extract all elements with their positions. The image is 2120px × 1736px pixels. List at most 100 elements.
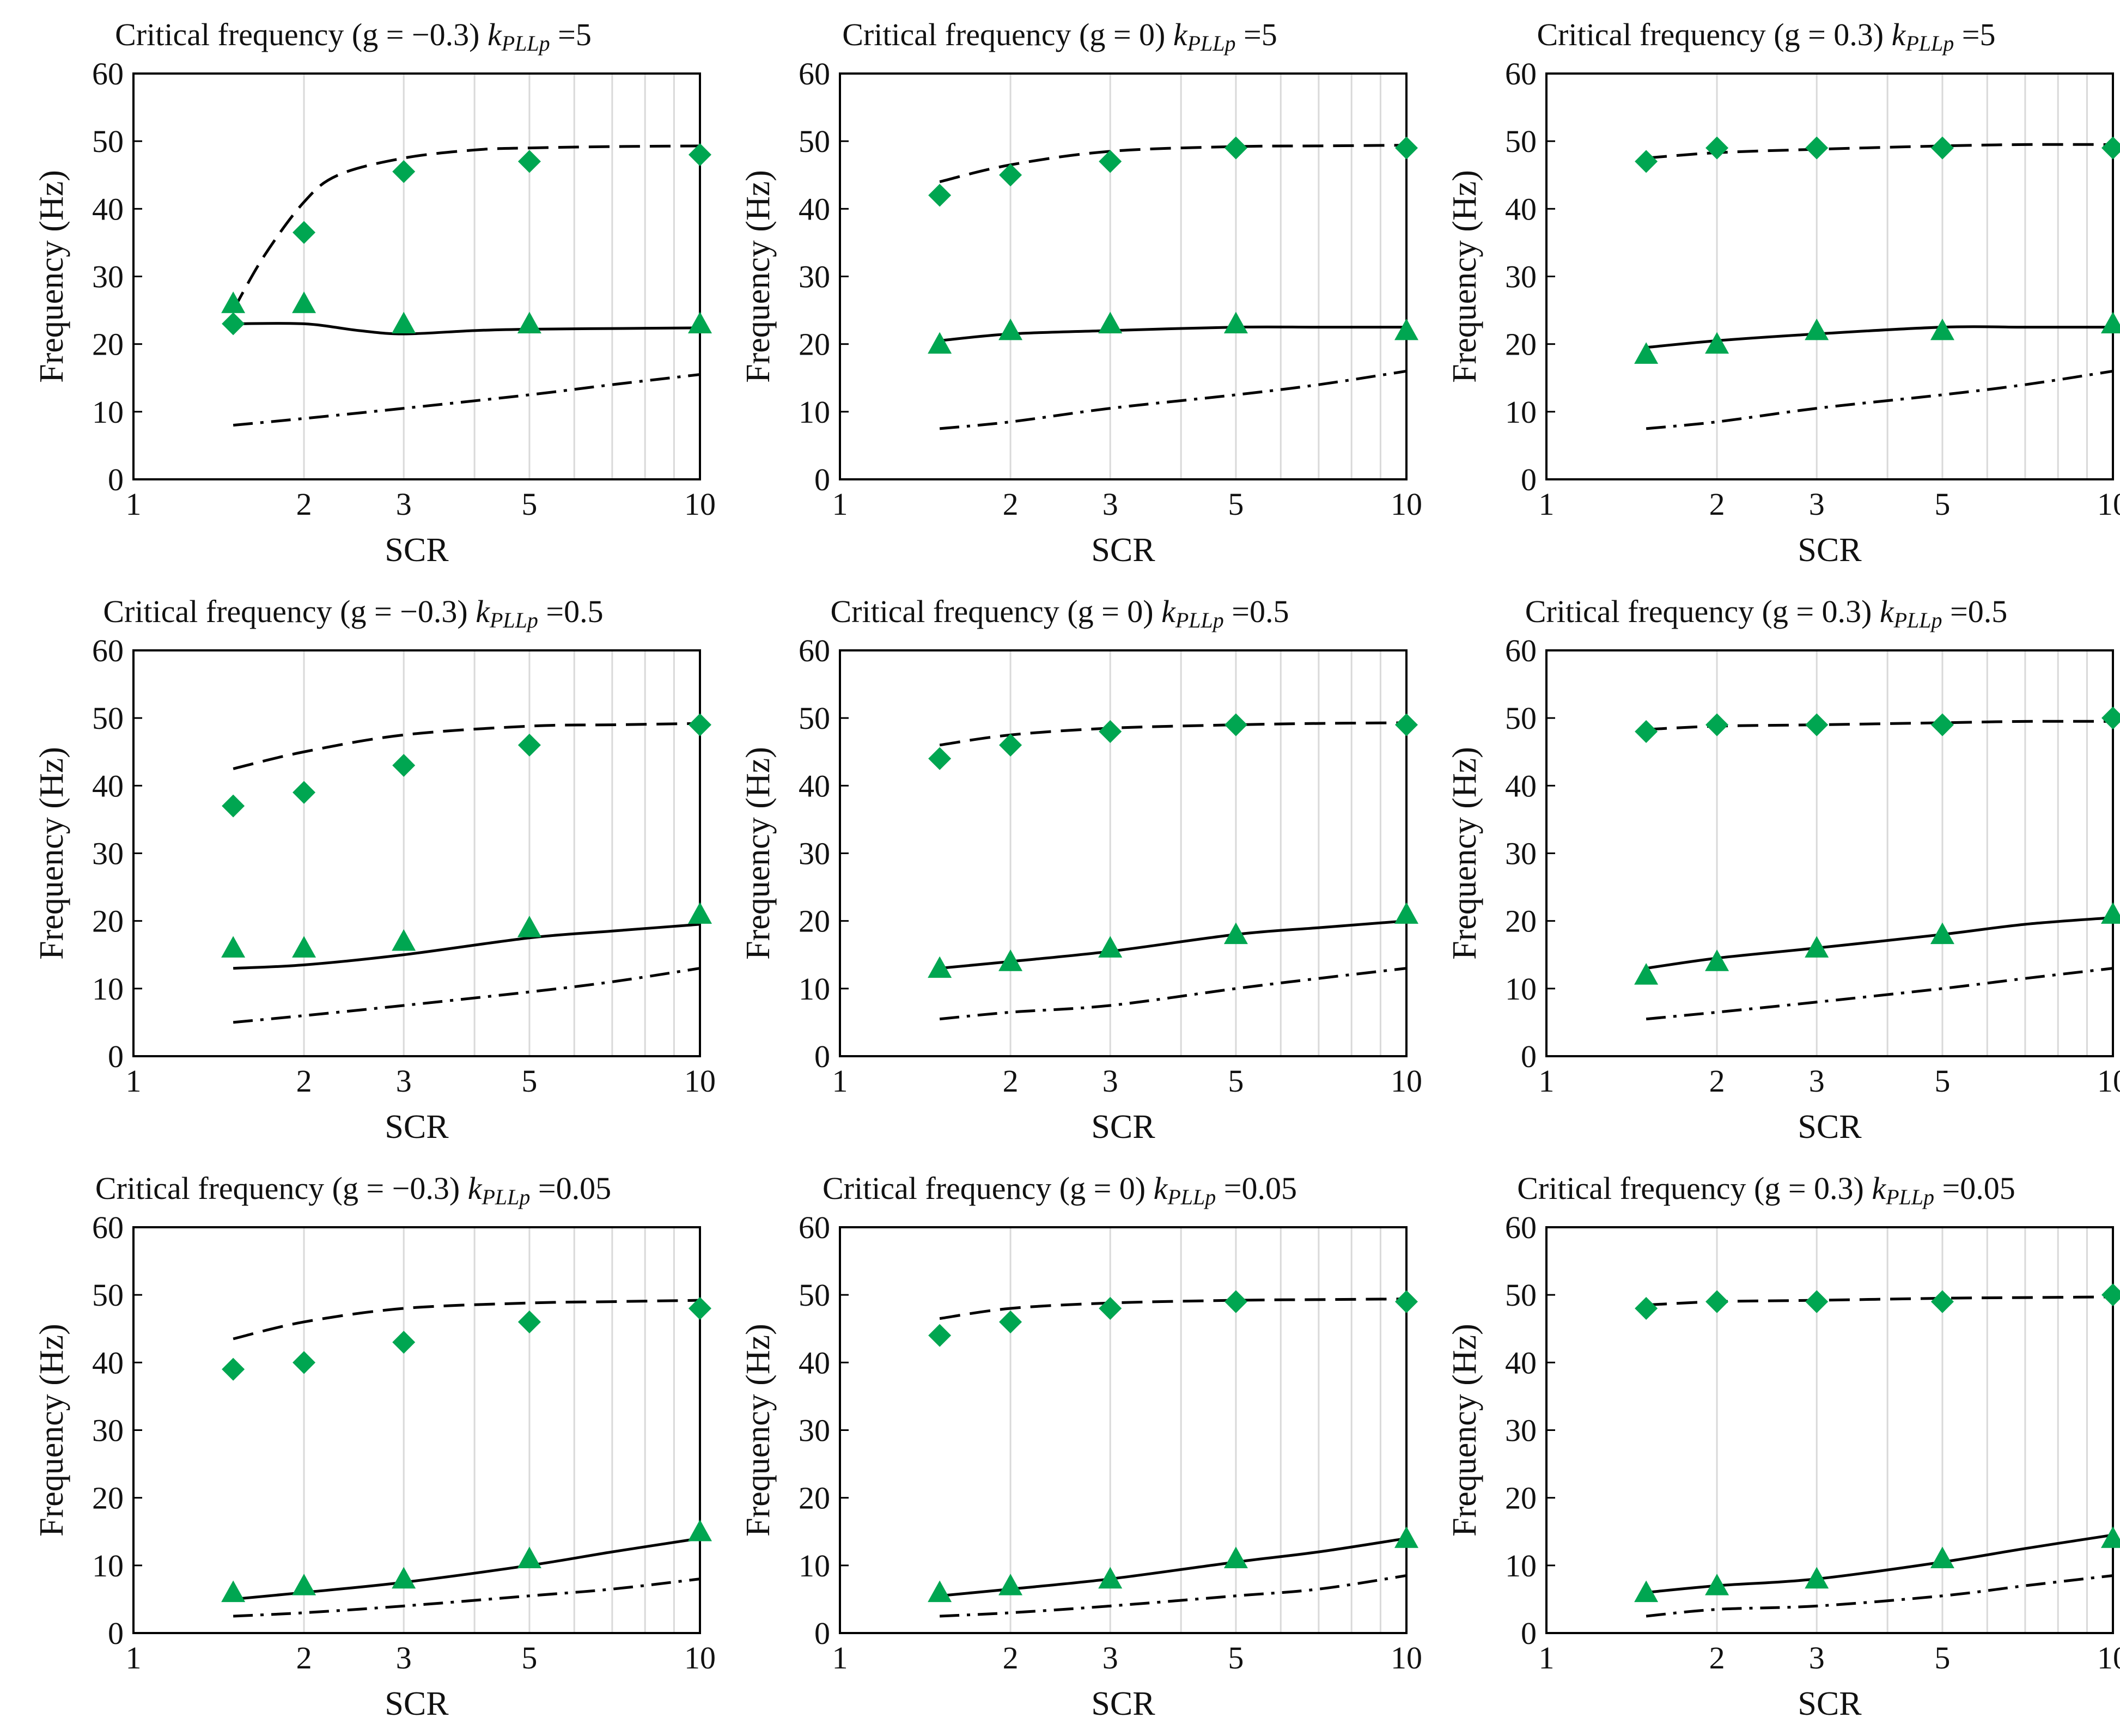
x-tick-label: 3 <box>1809 1640 1825 1676</box>
y-tick-label: 50 <box>92 1277 124 1313</box>
y-tick-label: 0 <box>1521 462 1537 497</box>
triangle-marker <box>1805 1567 1829 1589</box>
triangle-marker <box>688 902 712 924</box>
plot-frame <box>839 649 1408 1057</box>
y-tick-label: 60 <box>799 1210 830 1245</box>
x-tick-label: 3 <box>1809 1063 1825 1099</box>
x-tick-label: 2 <box>1709 486 1725 522</box>
x-tick-label: 2 <box>1003 1063 1019 1099</box>
y-tick-label: 10 <box>799 394 830 430</box>
triangle-marker <box>998 318 1023 340</box>
y-tick-label: 60 <box>92 56 124 92</box>
chart-svg: 0 10 20 30 40 50 60 1 2 3 5 10 <box>1505 1210 2120 1676</box>
chart-panel-1: 0 10 20 30 40 50 60 1 2 3 5 10 Critical frequency (g… <box>0 5 716 582</box>
y-tick-label: 10 <box>1505 971 1537 1007</box>
series-line-lower-model <box>1646 369 2113 430</box>
triangle-marker <box>1394 1526 1418 1548</box>
diamond-marker <box>689 713 711 736</box>
x-tick-label: 10 <box>684 1640 716 1676</box>
x-tick-label: 5 <box>1934 486 1950 522</box>
chart-svg: 0 10 20 30 40 50 60 1 2 3 5 10 <box>799 1210 1422 1676</box>
y-tick-label: 50 <box>92 124 124 159</box>
diamond-marker <box>1224 713 1247 736</box>
y-tick-label: 10 <box>799 971 830 1007</box>
chart-title: Critical frequency (g = −0.3) kPLLp =0.0… <box>0 1170 706 1210</box>
diamond-marker <box>517 733 541 757</box>
triangle-marker <box>1098 312 1123 334</box>
series-line-lower-model <box>233 1577 700 1618</box>
x-axis-label: SCR <box>1091 532 1155 569</box>
diamond-marker <box>1705 136 1729 160</box>
y-tick-label: 10 <box>1505 1548 1537 1583</box>
y-tick-label: 20 <box>799 904 830 939</box>
triangle-marker <box>928 1580 952 1603</box>
gain-value: =5 <box>1954 17 1996 52</box>
chart-title: Critical frequency (g = 0.3) kPLLp =5 <box>1413 16 2119 56</box>
y-tick-label: 20 <box>799 1481 830 1516</box>
x-tick-label: 3 <box>1102 486 1118 522</box>
chart-svg: 0 10 20 30 40 50 60 1 2 3 5 10 <box>1505 56 2120 522</box>
triangle-marker <box>1705 949 1729 971</box>
x-tick-label: 5 <box>1934 1063 1950 1099</box>
triangle-marker <box>1705 332 1729 354</box>
y-tick-label: 0 <box>108 1039 124 1074</box>
x-tick-label: 5 <box>1228 486 1244 522</box>
triangle-marker <box>1634 963 1659 985</box>
triangle-marker <box>998 1574 1023 1595</box>
y-tick-label: 40 <box>1505 191 1537 227</box>
triangle-marker <box>1705 1574 1729 1595</box>
diamond-marker <box>1805 713 1829 736</box>
y-axis-label: Frequency (Hz) <box>1446 170 1483 383</box>
x-axis-label: SCR <box>1091 1108 1155 1146</box>
x-tick-label: 1 <box>1539 486 1555 522</box>
gain-symbol: k <box>476 594 490 629</box>
plot-frame <box>132 649 701 1057</box>
y-tick-label: 20 <box>92 327 124 362</box>
y-axis-label: Frequency (Hz) <box>740 170 777 383</box>
x-tick-label: 1 <box>832 1063 848 1099</box>
chart-title: Critical frequency (g = 0.3) kPLLp =0.5 <box>1413 593 2119 633</box>
triangle-marker <box>1223 1546 1248 1569</box>
y-tick-label: 0 <box>1521 1616 1537 1651</box>
diamond-marker <box>999 733 1022 757</box>
x-tick-label: 2 <box>1709 1063 1725 1099</box>
y-tick-label: 50 <box>92 701 124 736</box>
gain-subscript: PLLp <box>1187 31 1236 56</box>
triangle-marker <box>221 936 246 958</box>
gain-symbol: k <box>1879 594 1894 629</box>
y-tick-label: 0 <box>814 1039 830 1074</box>
y-tick-label: 60 <box>92 1210 124 1245</box>
y-axis-label: Frequency (Hz) <box>1446 747 1483 960</box>
y-tick-label: 0 <box>1521 1039 1537 1074</box>
y-axis-label: Frequency (Hz) <box>1446 1324 1483 1537</box>
triangle-marker <box>292 936 316 958</box>
y-tick-label: 40 <box>92 1345 124 1380</box>
chart-title: Critical frequency (g = −0.3) kPLLp =0.5 <box>0 593 706 633</box>
x-axis-label: SCR <box>385 1685 449 1722</box>
diamond-marker <box>1805 1290 1829 1313</box>
series-line-lower-model <box>233 373 700 427</box>
y-tick-label: 10 <box>92 1548 124 1583</box>
title-text: Critical frequency (g = 0) <box>830 594 1162 629</box>
diamond-marker <box>928 747 952 770</box>
y-tick-label: 40 <box>92 191 124 227</box>
diamond-marker <box>928 184 952 207</box>
y-tick-label: 30 <box>1505 836 1537 872</box>
triangle-marker <box>1098 1567 1123 1589</box>
x-tick-label: 5 <box>1228 1063 1244 1099</box>
y-tick-label: 0 <box>108 1616 124 1651</box>
diamond-marker <box>1395 136 1418 160</box>
triangle-marker <box>1805 936 1829 958</box>
x-tick-label: 3 <box>396 486 412 522</box>
diamond-marker <box>2101 706 2120 730</box>
diamond-marker <box>293 1351 316 1374</box>
triangle-marker <box>2101 312 2120 334</box>
triangle-marker <box>392 312 416 334</box>
triangle-marker <box>688 312 712 334</box>
x-tick-label: 3 <box>1809 486 1825 522</box>
y-tick-label: 20 <box>1505 904 1537 939</box>
triangle-marker <box>221 291 246 313</box>
chart-svg: 0 10 20 30 40 50 60 1 2 3 5 10 <box>92 1210 716 1676</box>
series-line-lower-model <box>940 1574 1407 1618</box>
